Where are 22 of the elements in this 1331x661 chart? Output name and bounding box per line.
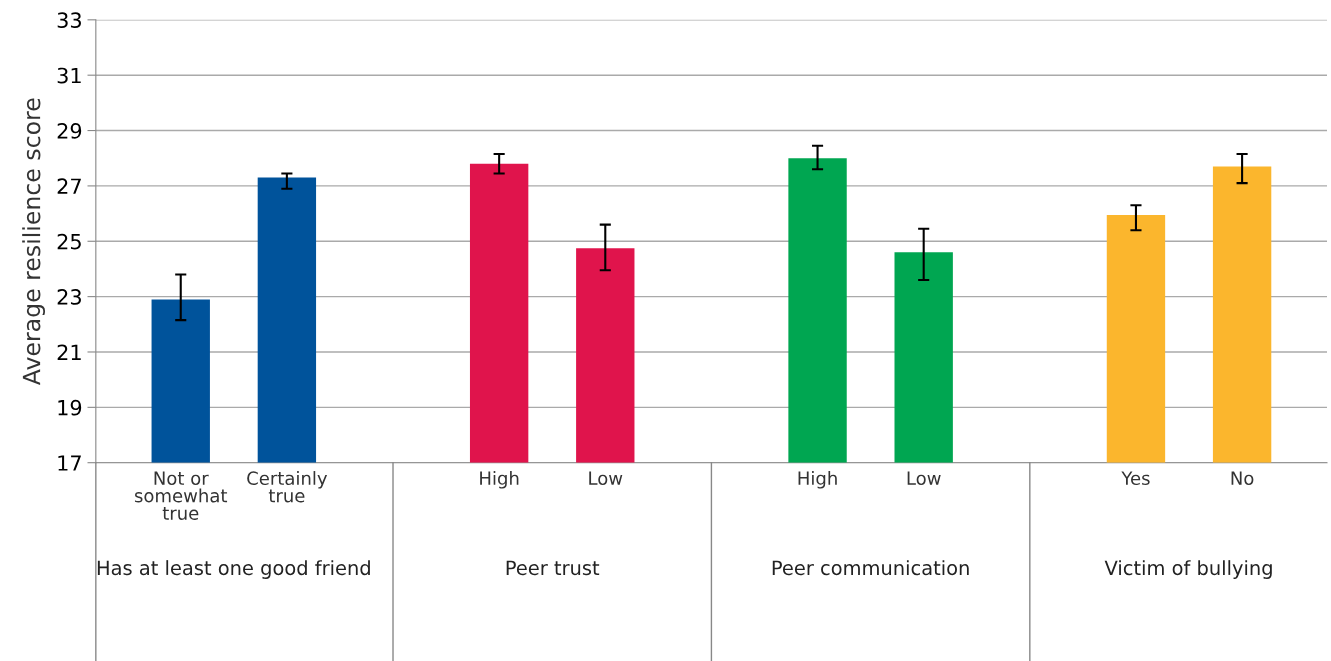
y-tick-label: 19 <box>58 399 82 416</box>
y-tick-label: 33 <box>57 12 81 29</box>
x-tick-label: Low <box>907 471 941 486</box>
text: Victim of bullying <box>1104 560 1272 579</box>
text: Peer trust <box>506 560 600 576</box>
y-tick-label: 29 <box>57 123 82 139</box>
y-tick-label: 27 <box>57 178 81 194</box>
y-tick-label: 25 <box>57 233 81 250</box>
y-tick-label: 31 <box>57 67 81 84</box>
y-tick-label: 17 <box>58 455 81 471</box>
y-tick-label: 23 <box>57 289 81 305</box>
x-tick-label: High <box>798 471 837 489</box>
x-tick-label: Yes <box>1121 471 1150 486</box>
x-tick-label: High <box>480 471 519 489</box>
x-tick-label: Certainly true <box>247 471 328 503</box>
x-tick-label: Not or somewhat true <box>134 471 228 520</box>
x-tick-label: No <box>1231 471 1254 486</box>
text: Has at least one good friend <box>97 560 370 579</box>
y-tick-label: 21 <box>57 344 81 360</box>
text: Peer communication <box>772 560 969 576</box>
x-tick-label: Low <box>589 471 623 486</box>
y-axis-title: Average resilience score <box>22 98 46 386</box>
